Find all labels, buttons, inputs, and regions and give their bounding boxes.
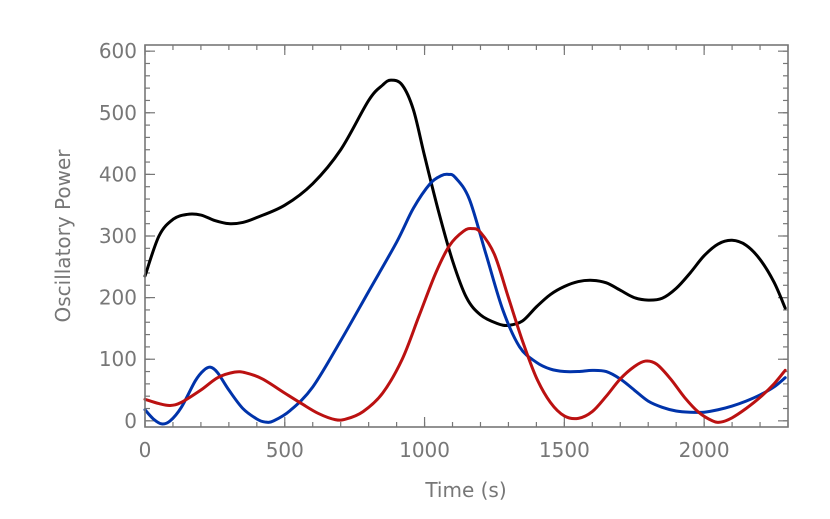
y-tick-label: 400 <box>99 162 137 186</box>
x-tick-label: 1000 <box>399 438 450 462</box>
x-axis-label: Time (s) <box>424 478 506 502</box>
y-tick-label: 600 <box>99 39 137 63</box>
plot-frame <box>144 44 789 428</box>
y-tick-label: 200 <box>99 286 137 310</box>
x-tick-label: 0 <box>139 438 152 462</box>
minor-ticks <box>144 45 789 427</box>
y-tick-label: 300 <box>99 224 137 248</box>
major-ticks <box>144 45 788 427</box>
x-tick-label: 2000 <box>679 438 730 462</box>
y-tick-labels: 0 100 200 300 400 500 600 <box>99 39 137 433</box>
y-tick-label: 100 <box>99 347 137 371</box>
x-tick-label: 500 <box>266 438 304 462</box>
y-tick-label: 500 <box>99 101 137 125</box>
series-line-black <box>143 78 787 327</box>
series-layer <box>143 78 787 426</box>
y-tick-label: 0 <box>124 409 137 433</box>
series-line-blue <box>143 172 787 426</box>
y-axis-label: Oscillatory Power <box>51 149 75 323</box>
x-tick-labels: 0 500 1000 1500 2000 <box>139 438 730 462</box>
series-line-red <box>143 227 787 424</box>
x-tick-label: 1500 <box>539 438 590 462</box>
